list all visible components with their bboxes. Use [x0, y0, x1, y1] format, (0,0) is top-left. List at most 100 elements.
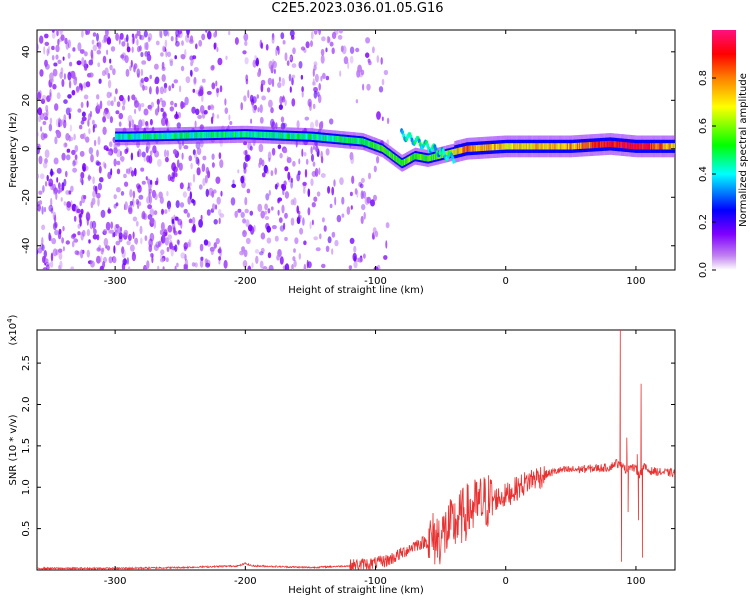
heatmap-ridge-core	[393, 153, 395, 161]
heatmap-ridge-core	[569, 143, 572, 150]
heatmap-ridge-core	[214, 131, 216, 138]
heatmap-ridge-core	[606, 141, 608, 148]
heatmap-ridge-core	[346, 136, 348, 144]
heatmap-noise-cell	[120, 191, 125, 196]
heatmap-noise-cell	[87, 119, 90, 127]
heatmap-ridge-core	[567, 143, 569, 150]
heatmap-ridge-core	[188, 132, 191, 139]
heatmap-noise-cell	[286, 157, 292, 164]
heatmap-noise-cell	[268, 99, 273, 108]
heatmap-ridge-core	[288, 132, 290, 139]
heatmap-ridge-core	[669, 143, 671, 150]
heatmap-ridge-core	[595, 141, 597, 148]
heatmap-noise-cell	[91, 53, 94, 62]
heatmap-noise-cell	[307, 207, 311, 216]
heatmap-ridge-core	[399, 158, 401, 165]
heatmap-noise-cell	[184, 49, 187, 58]
heatmap-noise-cell	[55, 54, 59, 60]
heatmap-noise-cell	[191, 262, 196, 267]
heatmap-noise-cell	[258, 143, 264, 153]
heatmap-noise-cell	[310, 178, 314, 186]
heatmap-noise-cell	[77, 42, 82, 52]
colorbar-tick-label: 0.8	[698, 70, 709, 86]
heatmap-noise-cell	[60, 67, 64, 75]
heatmap-ridge-core	[182, 132, 184, 139]
heatmap-ridge-core	[672, 143, 674, 150]
heatmap-ridge-core	[431, 154, 433, 161]
heatmap-noise-cell	[313, 30, 318, 35]
heatmap-ridge-core	[366, 139, 368, 147]
heatmap-noise-cell	[106, 49, 109, 55]
heatmap-noise-cell	[213, 42, 217, 50]
heatmap-ridge-core	[403, 159, 405, 166]
heatmap-ridge-core	[205, 131, 207, 139]
heatmap-ridge-core	[611, 141, 614, 148]
heatmap-noise-cell	[316, 91, 320, 97]
heatmap-ridge-core	[469, 145, 471, 152]
heatmap-noise-cell	[159, 97, 163, 103]
heatmap-ridge-core	[148, 133, 150, 140]
heatmap-ridge-core	[348, 137, 350, 144]
heatmap-ridge-core	[164, 132, 166, 140]
heatmap-noise-cell	[293, 259, 297, 268]
heatmap-noise-cell	[223, 259, 228, 269]
heatmap-noise-cell	[281, 77, 285, 87]
heatmap-noise-cell	[218, 256, 222, 261]
heatmap-noise-cell	[309, 103, 312, 111]
heatmap-noise-cell	[37, 146, 40, 155]
heatmap-noise-cell	[163, 228, 168, 233]
heatmap-noise-cell	[50, 207, 54, 214]
heatmap-noise-cell	[132, 34, 135, 44]
heatmap-ridge-core	[646, 143, 648, 150]
heatmap-ridge-core	[434, 153, 436, 160]
heatmap-ridge-core	[539, 143, 541, 150]
heatmap-noise-cell	[301, 148, 304, 157]
heatmap-noise-cell	[186, 32, 190, 39]
heatmap-ridge-core	[162, 132, 164, 140]
heatmap-ridge-core	[240, 131, 243, 138]
heatmap-ridge-core	[337, 136, 339, 143]
heatmap-ridge-core	[230, 131, 232, 138]
heatmap-noise-cell	[180, 101, 184, 110]
heatmap-noise-cell	[50, 252, 54, 262]
heatmap-noise-cell	[154, 150, 160, 158]
heatmap-noise-cell	[43, 116, 49, 121]
heatmap-noise-cell	[315, 119, 319, 127]
heatmap-noise-cell	[142, 84, 145, 91]
heatmap-noise-cell	[184, 253, 187, 261]
heatmap-ridge-core	[165, 132, 167, 139]
heatmap-ridge-core	[602, 141, 604, 148]
heatmap-noise-cell	[196, 167, 201, 176]
heatmap-noise-cell	[290, 177, 294, 183]
heatmap-noise-cell	[39, 35, 44, 44]
heatmap-ridge-core	[610, 140, 612, 148]
heatmap-noise-cell	[272, 60, 277, 69]
heatmap-noise-cell	[305, 158, 309, 165]
heatmap-ridge-core	[594, 141, 596, 148]
heatmap-noise-cell	[55, 44, 60, 53]
heatmap-noise-cell	[203, 110, 208, 115]
heatmap-noise-cell	[142, 210, 146, 219]
heatmap-noise-cell	[242, 218, 247, 224]
heatmap-ridge-core	[187, 132, 189, 139]
heatmap-noise-cell	[68, 107, 72, 113]
heatmap-noise-cell	[84, 51, 88, 57]
heatmap-noise-cell	[260, 83, 264, 93]
heatmap-noise-cell	[49, 88, 52, 97]
heatmap-noise-cell	[57, 38, 60, 46]
heatmap-ridge-core	[466, 145, 469, 152]
heatmap-noise-cell	[294, 237, 299, 245]
heatmap-ridge-core	[384, 147, 387, 155]
heatmap-noise-cell	[76, 60, 82, 66]
heatmap-noise-cell	[277, 46, 280, 56]
heatmap-noise-cell	[166, 51, 172, 58]
heatmap-ridge-core	[583, 142, 585, 149]
page-title: C2E5.2023.036.01.05.G16	[271, 1, 444, 16]
heatmap-noise-cell	[103, 237, 109, 247]
heatmap-noise-cell	[278, 217, 283, 224]
heatmap-ridge-core	[351, 137, 353, 144]
heatmap-ridge-core	[154, 133, 156, 140]
heatmap-ridge-core	[185, 132, 187, 139]
heatmap-noise-cell	[386, 117, 390, 125]
